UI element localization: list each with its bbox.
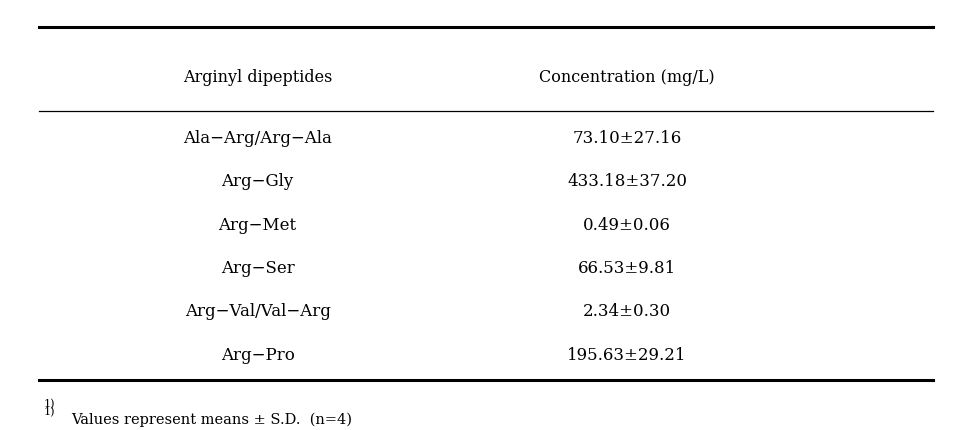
Text: 195.63±29.21: 195.63±29.21 [568, 346, 686, 363]
Text: 2.34±0.30: 2.34±0.30 [583, 303, 671, 319]
Text: Arg−Met: Arg−Met [219, 216, 296, 233]
Text: Arg−Pro: Arg−Pro [221, 346, 295, 363]
Text: 0.49±0.06: 0.49±0.06 [583, 216, 671, 233]
Text: 1): 1) [44, 406, 55, 417]
Text: Values represent means ± S.D.  (n=4): Values represent means ± S.D. (n=4) [71, 412, 352, 426]
Text: Arg−Gly: Arg−Gly [222, 173, 294, 190]
Text: Concentration (mg/L): Concentration (mg/L) [539, 69, 714, 86]
Text: 1): 1) [44, 398, 55, 408]
Text: Arg−Ser: Arg−Ser [221, 259, 295, 276]
Text: Ala−Arg/Arg−Ala: Ala−Arg/Arg−Ala [183, 129, 332, 146]
Text: Arg−Val/Val−Arg: Arg−Val/Val−Arg [185, 303, 330, 319]
Text: 73.10±27.16: 73.10±27.16 [573, 129, 681, 146]
Text: 433.18±37.20: 433.18±37.20 [567, 173, 687, 190]
Text: Arginyl dipeptides: Arginyl dipeptides [183, 69, 332, 86]
Text: 66.53±9.81: 66.53±9.81 [577, 259, 677, 276]
